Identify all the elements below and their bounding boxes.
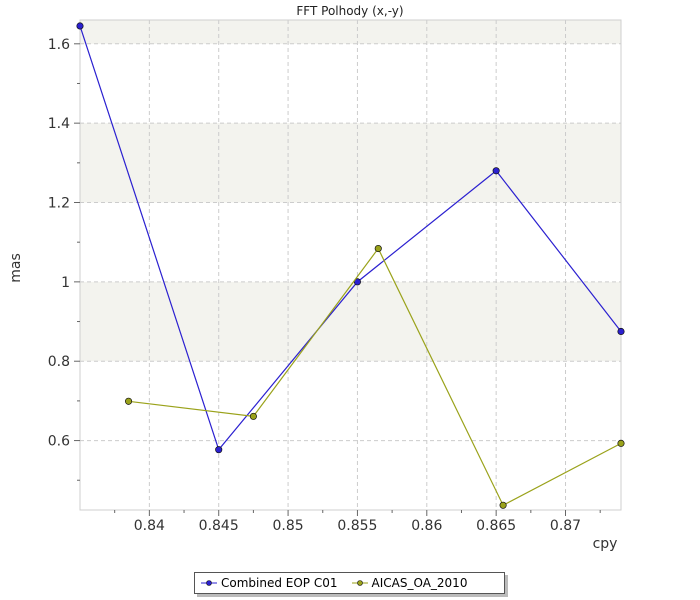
legend-item-combined: Combined EOP C01 <box>201 576 338 590</box>
band <box>80 123 621 203</box>
legend-item-aicas: AICAS_OA_2010 <box>351 576 468 590</box>
data-point <box>215 446 223 454</box>
y-tick-label: 0.6 <box>48 434 70 450</box>
legend-swatch-aicas-icon <box>351 580 368 586</box>
data-point <box>353 278 361 286</box>
x-tick-label: 0.845 <box>199 518 239 534</box>
legend-swatch-combined-icon <box>201 580 217 586</box>
x-tick-label: 0.855 <box>337 518 377 534</box>
data-point <box>617 439 625 447</box>
plot-area <box>79 19 622 511</box>
x-tick-label: 0.86 <box>411 518 442 534</box>
data-point <box>492 167 500 175</box>
data-point <box>374 244 382 253</box>
data-point <box>499 501 507 509</box>
series-line-1 <box>79 25 622 451</box>
data-point <box>76 22 84 30</box>
x-tick-label: 0.865 <box>476 518 516 534</box>
y-axis-label: mas <box>8 253 24 283</box>
y-tick-label: 0.8 <box>48 354 70 370</box>
legend-label-aicas: AICAS_OA_2010 <box>371 576 468 590</box>
data-point <box>617 327 625 336</box>
y-tick-label: 1.2 <box>48 196 70 212</box>
legend: Combined EOP C01 AICAS_OA_2010 <box>194 572 505 594</box>
x-tick-label: 0.87 <box>550 518 581 534</box>
data-point <box>125 397 133 405</box>
band <box>80 20 621 44</box>
x-tick-label: 0.84 <box>134 518 165 534</box>
band <box>80 281 621 362</box>
x-axis-label: cpy <box>593 536 618 552</box>
y-tick-label: 1.4 <box>48 116 70 132</box>
x-tick-label: 0.85 <box>272 518 303 534</box>
chart-title: FFT Polhody (x,-y) <box>296 4 403 18</box>
y-tick-label: 1.6 <box>48 37 70 53</box>
y-tick-label: 1 <box>61 275 70 291</box>
legend-label-combined: Combined EOP C01 <box>221 576 338 590</box>
data-point <box>249 412 257 420</box>
